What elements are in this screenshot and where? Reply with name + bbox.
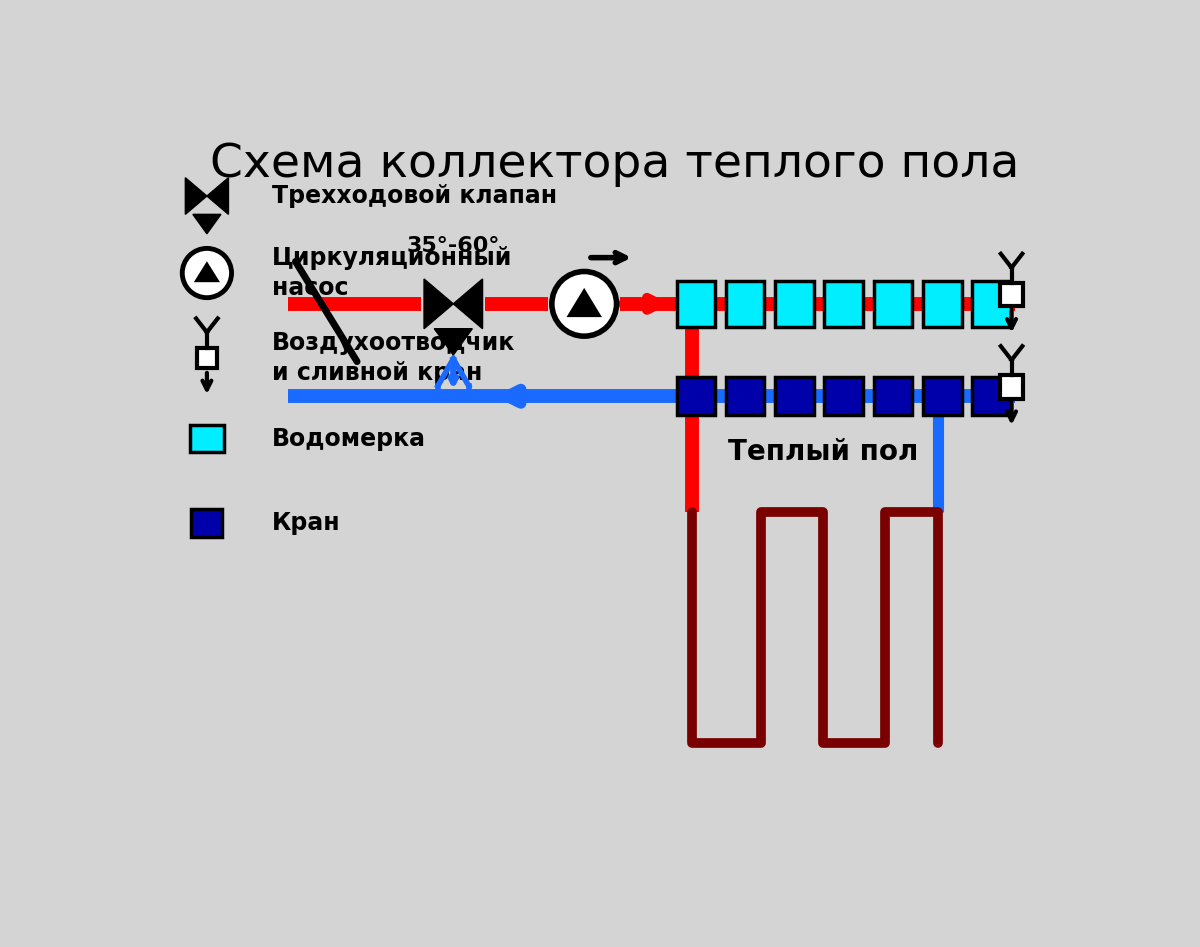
Polygon shape [193,214,221,234]
Bar [1000,375,1024,399]
Bar [775,280,814,327]
Polygon shape [424,279,454,329]
Text: Трехходовой клапан: Трехходовой клапан [272,184,558,208]
Text: Воздухоотводчик
и сливной кран: Воздухоотводчик и сливной кран [272,331,516,384]
Bar [923,377,961,416]
Text: Кран: Кран [272,511,341,535]
Polygon shape [566,288,602,317]
Bar [972,280,1010,327]
Text: Водомерка: Водомерка [272,426,426,451]
Polygon shape [454,279,482,329]
Bar [972,377,1010,416]
Polygon shape [194,261,220,282]
Circle shape [552,272,617,336]
Bar [726,377,764,416]
Bar [548,268,620,340]
Bar [1000,283,1024,306]
Bar [677,377,715,416]
Bar [874,377,912,416]
Text: Схема коллектора теплого пола: Схема коллектора теплого пола [210,142,1020,188]
Bar [190,424,224,453]
Bar [184,183,230,209]
Bar [824,280,863,327]
Bar [677,280,715,327]
Text: Теплый пол: Теплый пол [727,438,918,466]
Bar [197,348,217,367]
Polygon shape [185,178,206,214]
Text: 35°-60°: 35°-60° [407,236,500,256]
Bar [726,280,764,327]
Bar [874,280,912,327]
Circle shape [182,248,232,297]
Bar [421,286,486,321]
Bar [192,509,222,537]
Text: Циркуляционный
насос: Циркуляционный насос [272,246,512,300]
Bar [775,377,814,416]
Bar [923,280,961,327]
Polygon shape [434,329,473,355]
Bar [824,377,863,416]
Polygon shape [206,178,228,214]
